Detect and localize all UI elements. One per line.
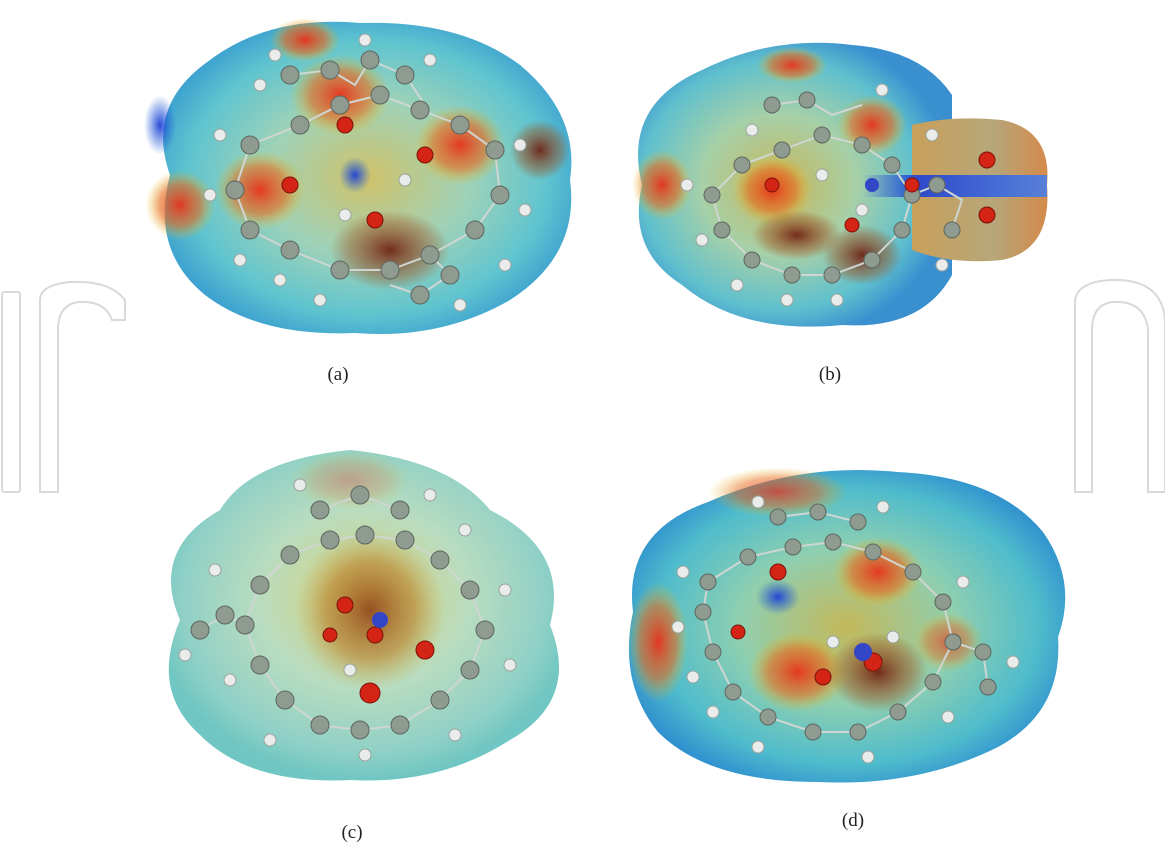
molecule-c xyxy=(178,478,517,762)
esp-map-d xyxy=(628,467,1066,783)
caption-d: (d) xyxy=(841,810,865,831)
panel-b-esp-surface xyxy=(622,35,1062,335)
esp-map-c xyxy=(168,450,559,781)
panel-c-esp-surface xyxy=(140,440,580,785)
panel-d-esp-surface xyxy=(618,462,1078,787)
molecule-a xyxy=(203,33,532,312)
esp-map-a xyxy=(144,18,572,335)
panel-a-esp-surface xyxy=(140,15,580,335)
molecule-b xyxy=(680,83,996,307)
caption-c: (c) xyxy=(341,822,363,843)
esp-surface xyxy=(628,470,1066,783)
caption-a: (a) xyxy=(327,364,349,385)
esp-map-b xyxy=(632,42,1048,327)
molecule-d xyxy=(671,495,1020,764)
caption-b: (b) xyxy=(818,364,842,385)
